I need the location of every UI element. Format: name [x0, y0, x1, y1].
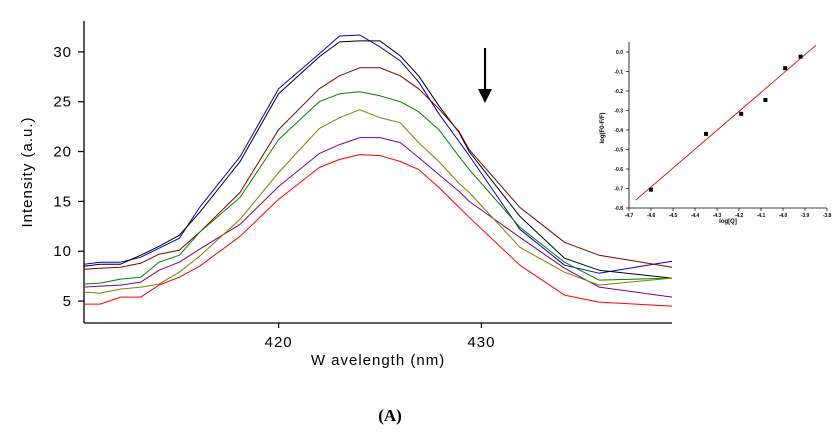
y-tick-label: 20 [53, 144, 72, 161]
inset-x-tick-label: -4.5 [669, 213, 678, 219]
y-tick-label: 25 [53, 94, 72, 111]
inset-x-tick-label: -4.1 [757, 213, 766, 219]
series-line-green [83, 91, 673, 285]
inset-x-ticks: -4.7 -4.6 -4.5 -4.4 -4.3 -4.2 -4.1 -4.0 -3.9 -3.8 [625, 208, 832, 219]
series-line-black [83, 40, 673, 279]
x-ticks: 420 430 [265, 323, 495, 351]
inset-x-tick-label: -4.7 [625, 213, 634, 219]
inset-y-axis-title: log(F0-F/F) [600, 113, 606, 144]
x-tick-label: 420 [265, 334, 293, 351]
inset-data-point [704, 131, 708, 136]
series-line-blue [83, 34, 673, 274]
inset-plot: 0.0 -0.1 -0.2 -0.3 -0.4 -0.5 -0.6 -0.7 -0.8 -4.7… [600, 42, 832, 225]
inset-y-tick-label: 0.0 [616, 50, 623, 56]
arrow-head [478, 89, 492, 103]
series-line-brown [83, 67, 673, 270]
arrow-annotation [478, 48, 492, 103]
y-tick-label: 30 [53, 44, 72, 61]
inset-y-tick-label: -0.3 [614, 109, 623, 115]
inset-points [649, 54, 803, 192]
inset-x-tick-label: -3.8 [823, 213, 832, 219]
series-lines [83, 34, 673, 307]
inset-y-ticks: 0.0 -0.1 -0.2 -0.3 -0.4 -0.5 -0.6 -0.7 -0.8 [614, 50, 629, 212]
inset-x-tick-label: -3.9 [801, 213, 810, 219]
series-line-red [84, 154, 673, 307]
inset-fit-line [635, 44, 817, 201]
y-axis-title: Intensity (a.u.) [19, 116, 36, 227]
inset-data-point [783, 66, 788, 71]
y-tick-label: 10 [53, 243, 72, 260]
inset-y-tick-label: -0.8 [614, 206, 623, 212]
x-tick-label: 430 [467, 334, 495, 351]
inset-x-tick-label: -4.0 [779, 213, 788, 219]
inset-data-point [739, 111, 744, 116]
inset-data-point [649, 187, 653, 192]
series-line-purple [83, 137, 673, 298]
inset-y-tick-label: -0.2 [614, 89, 623, 95]
y-tick-label: 5 [63, 293, 72, 310]
inset-x-tick-label: -4.4 [691, 213, 700, 219]
inset-x-tick-label: -4.3 [713, 213, 722, 219]
inset-y-tick-label: -0.4 [614, 128, 623, 134]
series-line-olive [83, 109, 673, 294]
figure-caption: (A) [378, 406, 402, 425]
y-ticks: 5 10 15 20 25 30 [53, 44, 84, 310]
main-plot: 5 10 15 20 25 30 420 430 W avelength (nm) Inte… [19, 21, 673, 369]
inset-data-point [763, 97, 768, 102]
inset-data-point [798, 54, 803, 59]
inset-x-tick-label: -4.2 [735, 213, 744, 219]
inset-y-tick-label: -0.6 [614, 167, 623, 173]
inset-y-tick-label: -0.7 [614, 187, 623, 193]
inset-y-tick-label: -0.5 [614, 148, 623, 154]
inset-x-tick-label: -4.6 [647, 213, 656, 219]
y-tick-label: 15 [53, 193, 72, 210]
inset-y-tick-label: -0.1 [614, 70, 623, 76]
x-axis-title: W avelength (nm) [311, 352, 445, 369]
inset-x-axis-title: log[Q] [719, 219, 737, 225]
